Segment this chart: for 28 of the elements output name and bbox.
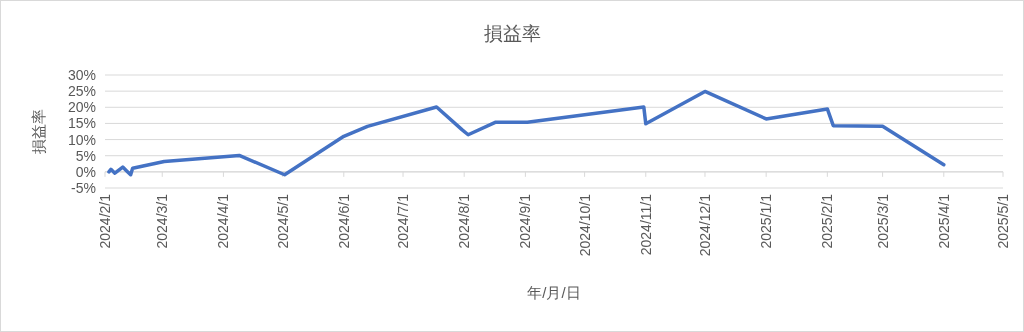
x-tick-label: 2024/6/1 xyxy=(335,193,352,249)
y-tick-label: 30% xyxy=(67,67,96,83)
y-tick-label: 25% xyxy=(67,83,96,100)
x-tick-label: 2024/9/1 xyxy=(517,193,534,249)
y-tick-label: 10% xyxy=(67,131,96,148)
x-axis-title: 年/月/日 xyxy=(527,284,581,301)
x-tick-label: 2024/2/1 xyxy=(97,193,113,249)
x-tick-label: 2024/10/1 xyxy=(576,193,593,257)
y-tick-label: 0% xyxy=(75,163,96,180)
line-series xyxy=(107,89,946,177)
y-tick-label: 15% xyxy=(67,115,96,132)
x-tick-label: 2024/7/1 xyxy=(395,193,412,249)
y-axis-title: 損益率 xyxy=(30,109,47,154)
x-tick-label: 2024/5/1 xyxy=(274,193,291,249)
x-tick-label: 2025/3/1 xyxy=(874,193,891,249)
x-tick-label: 2024/3/1 xyxy=(154,193,171,249)
y-tick-label: -5% xyxy=(71,180,96,196)
x-tick-label: 2025/1/1 xyxy=(758,193,775,249)
chart-title: 損益率 xyxy=(483,23,541,44)
x-tick-label: 2024/11/1 xyxy=(637,193,654,256)
x-tick-label: 2025/2/1 xyxy=(819,193,836,249)
x-tick-label: 2024/4/1 xyxy=(215,193,232,249)
y-tick-label: 20% xyxy=(67,99,96,116)
x-tick-label: 2024/8/1 xyxy=(456,193,473,249)
x-tick-label: 2024/12/1 xyxy=(696,193,713,257)
x-tick-label: 2025/5/1 xyxy=(995,193,1011,249)
x-tick-label: 2025/4/1 xyxy=(935,193,952,249)
y-tick-label: 5% xyxy=(75,147,96,164)
